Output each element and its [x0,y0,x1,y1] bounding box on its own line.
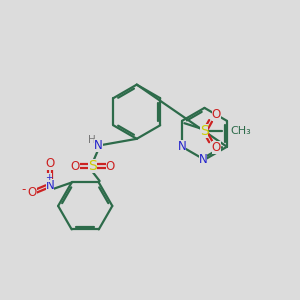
Text: O: O [212,141,221,154]
Text: +: + [45,172,52,182]
Text: N: N [94,139,103,152]
Text: O: O [106,160,115,173]
Text: -: - [22,183,26,196]
Text: O: O [212,108,221,121]
Text: N: N [178,140,186,153]
Text: O: O [45,157,55,170]
Text: N: N [46,179,54,192]
Text: N: N [199,153,207,166]
Text: O: O [70,160,80,173]
Text: H: H [88,135,96,145]
Text: CH₃: CH₃ [231,126,251,136]
Text: O: O [28,186,37,199]
Text: S: S [88,159,97,173]
Text: S: S [200,124,208,138]
